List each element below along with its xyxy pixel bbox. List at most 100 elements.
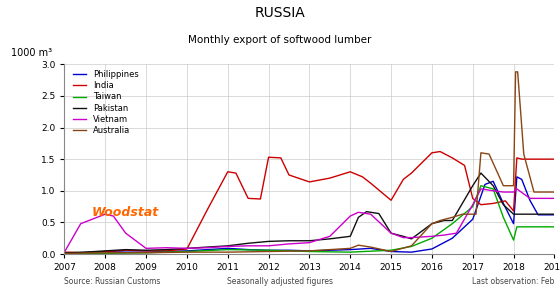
Vietnam — [388, 231, 394, 235]
Australia — [408, 244, 415, 248]
Australia — [543, 190, 549, 194]
Pakistan — [449, 219, 456, 222]
Australia — [355, 244, 362, 247]
Vietnam — [367, 213, 374, 216]
Philippines — [143, 250, 150, 254]
India — [81, 251, 88, 255]
Philippines — [73, 251, 80, 255]
Vietnam — [122, 231, 129, 235]
Pakistan — [163, 248, 170, 251]
Pakistan — [428, 222, 435, 225]
India — [551, 157, 558, 161]
India — [184, 247, 190, 251]
India — [326, 176, 333, 180]
Pakistan — [184, 246, 190, 250]
Philippines — [449, 237, 456, 240]
Text: Monthly export of softwood lumber: Monthly export of softwood lumber — [188, 35, 372, 45]
Pakistan — [510, 213, 517, 216]
Line: Pakistan: Pakistan — [64, 173, 554, 253]
Philippines — [388, 250, 394, 253]
Philippines — [306, 249, 312, 253]
Philippines — [526, 199, 533, 202]
Philippines — [326, 248, 333, 252]
Pakistan — [143, 248, 150, 252]
Philippines — [543, 213, 549, 217]
Australia — [388, 250, 394, 253]
Vietnam — [225, 245, 231, 248]
Pakistan — [400, 234, 407, 238]
Line: Vietnam: Vietnam — [64, 189, 554, 252]
Philippines — [510, 222, 517, 225]
Pakistan — [363, 210, 370, 213]
Vietnam — [453, 231, 460, 235]
Taiwan — [61, 252, 68, 255]
Pakistan — [514, 213, 521, 216]
India — [408, 171, 415, 175]
Text: Last observation: Feb: Last observation: Feb — [472, 277, 554, 286]
Australia — [531, 190, 538, 194]
Taiwan — [510, 238, 517, 242]
Pakistan — [102, 249, 109, 253]
Pakistan — [347, 234, 353, 238]
Vietnam — [61, 250, 68, 254]
Vietnam — [143, 246, 150, 250]
India — [490, 202, 497, 205]
Pakistan — [61, 251, 68, 255]
Pakistan — [306, 239, 312, 242]
Vietnam — [551, 197, 558, 200]
Line: Australia: Australia — [64, 72, 554, 253]
India — [277, 156, 284, 160]
India — [286, 173, 292, 177]
Australia — [347, 246, 353, 250]
Philippines — [490, 180, 497, 183]
Australia — [428, 222, 435, 225]
India — [461, 164, 468, 167]
Vietnam — [184, 246, 190, 250]
India — [257, 197, 264, 201]
Vietnam — [478, 187, 484, 191]
India — [531, 157, 538, 161]
Australia — [306, 249, 312, 253]
Pakistan — [204, 245, 211, 249]
Australia — [486, 152, 492, 156]
Taiwan — [514, 225, 520, 229]
Taiwan — [469, 205, 476, 208]
India — [428, 151, 435, 154]
Taiwan — [547, 225, 554, 229]
Pakistan — [388, 231, 394, 235]
Text: Woodstat: Woodstat — [91, 206, 158, 219]
Text: Source: Russian Customs: Source: Russian Customs — [64, 277, 161, 286]
India — [514, 156, 520, 160]
Philippines — [102, 250, 109, 253]
Vietnam — [204, 246, 211, 249]
Australia — [225, 250, 231, 254]
Vietnam — [306, 241, 312, 244]
Taiwan — [347, 250, 353, 254]
Pakistan — [490, 184, 497, 187]
Australia — [449, 215, 456, 219]
Vietnam — [408, 236, 415, 239]
Australia — [551, 190, 558, 194]
Taiwan — [449, 222, 456, 225]
Pakistan — [355, 215, 362, 219]
India — [388, 199, 394, 202]
Australia — [459, 213, 466, 216]
India — [143, 249, 150, 253]
Philippines — [551, 213, 558, 217]
Vietnam — [428, 234, 435, 238]
Vietnam — [355, 211, 362, 214]
India — [122, 248, 129, 252]
Vietnam — [514, 187, 520, 191]
Pakistan — [286, 239, 292, 242]
Pakistan — [265, 240, 272, 243]
Australia — [469, 213, 476, 216]
Philippines — [482, 183, 488, 186]
Philippines — [61, 251, 68, 255]
Philippines — [163, 250, 170, 253]
Philippines — [514, 175, 520, 179]
Vietnam — [326, 234, 333, 238]
India — [225, 170, 231, 173]
Taiwan — [184, 250, 190, 253]
Legend: Philippines, India, Taiwan, Pakistan, Vietnam, Australia: Philippines, India, Taiwan, Pakistan, Vi… — [73, 70, 138, 135]
Taiwan — [225, 248, 231, 251]
